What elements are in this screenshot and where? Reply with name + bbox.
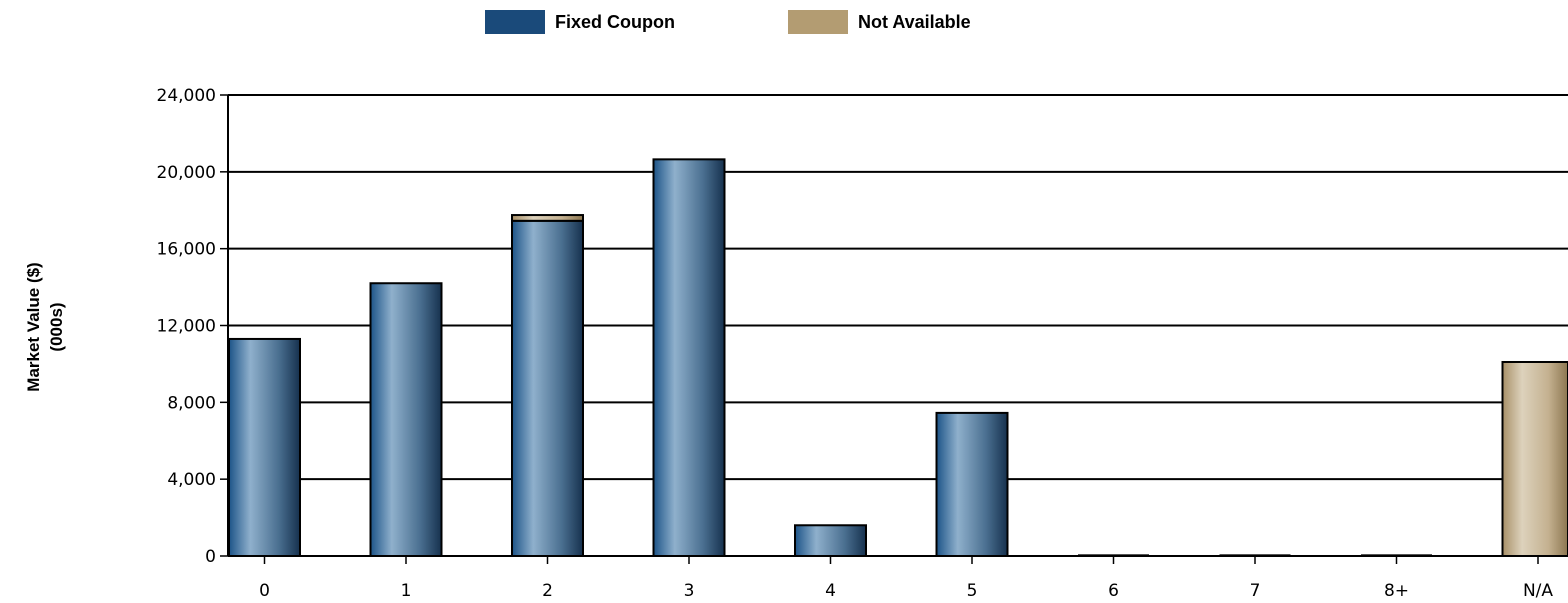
legend-swatch-fixed-coupon	[485, 10, 545, 34]
gridlines	[228, 94, 1568, 481]
legend-swatch-not-available	[788, 10, 848, 34]
x-tick-label: 8+	[1384, 581, 1409, 601]
bar-fixed-coupon-2	[511, 219, 584, 558]
y-tick-labels: 0 4,000 8,000 12,000 16,000 20,000 24,000	[157, 86, 228, 567]
bar-not-available-2	[511, 214, 584, 222]
legend-label-not-available: Not Available	[858, 11, 971, 32]
legend-item-fixed-coupon: Fixed Coupon	[485, 8, 675, 36]
y-axis-title-line2: (000s)	[47, 302, 66, 351]
y-axis-title: Market Value ($) (000s)	[24, 262, 66, 391]
bar-fixed-coupon-3	[652, 158, 726, 557]
y-tick-label: 12,000	[157, 317, 216, 337]
bar-fixed-coupon-4	[794, 524, 867, 557]
bar-fixed-coupon-1	[369, 282, 443, 557]
bar-fixed-coupon-5	[935, 411, 1009, 557]
x-tick-label: N/A	[1523, 581, 1553, 601]
x-tick-label: 3	[684, 581, 695, 601]
y-tick-label: 0	[205, 547, 216, 567]
y-tick-label: 24,000	[157, 86, 216, 106]
x-tick-label: 0	[259, 581, 270, 601]
bars	[228, 158, 1568, 558]
x-tick-label: 5	[967, 581, 978, 601]
x-tick-label: 1	[401, 581, 412, 601]
x-tick-label: 2	[542, 581, 553, 601]
bar-fixed-coupon-0	[228, 337, 301, 557]
y-tick-label: 16,000	[157, 240, 216, 260]
y-axis-title-line1: Market Value ($)	[24, 262, 43, 391]
y-tick-label: 20,000	[157, 163, 216, 183]
legend-label-fixed-coupon: Fixed Coupon	[555, 11, 675, 32]
legend: Fixed Coupon Not Available	[0, 8, 1568, 38]
x-tick-label: 4	[825, 581, 836, 601]
y-tick-label: 8,000	[167, 393, 216, 413]
x-tick-labels: 0 1 2 3 4 5 6 7 8+ N/A	[259, 556, 1553, 601]
y-tick-label: 4,000	[167, 470, 216, 490]
x-tick-label: 7	[1250, 581, 1261, 601]
x-tick-label: 6	[1108, 581, 1119, 601]
bar-not-available-na	[1501, 360, 1568, 557]
legend-item-not-available: Not Available	[788, 8, 971, 36]
